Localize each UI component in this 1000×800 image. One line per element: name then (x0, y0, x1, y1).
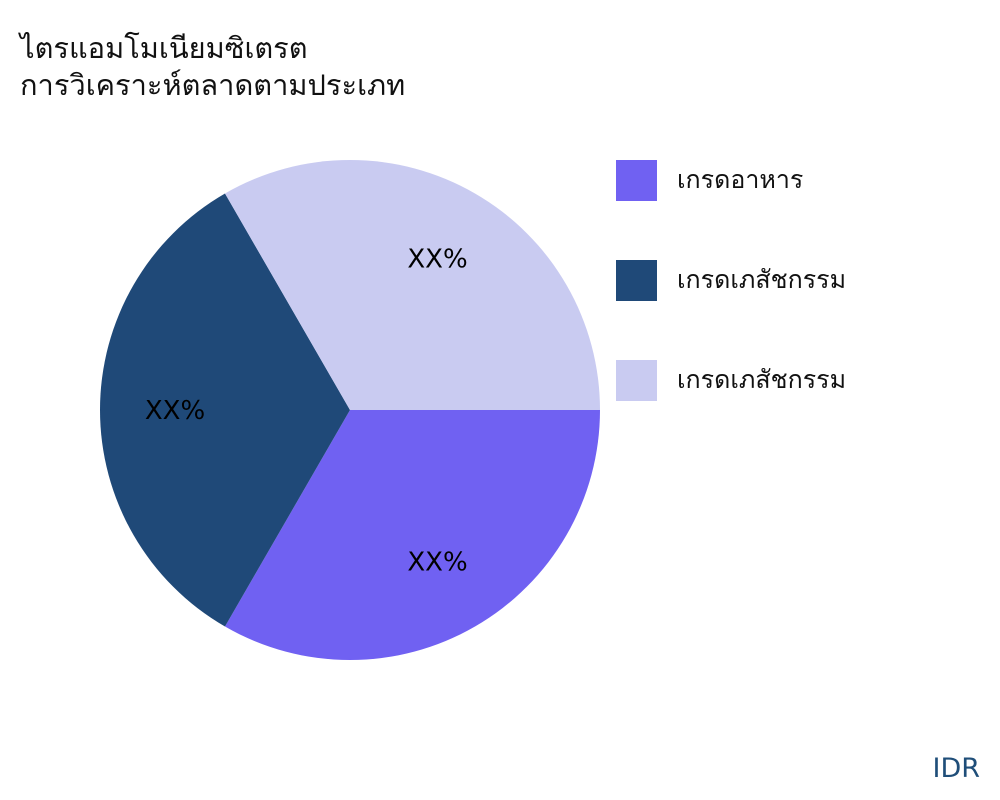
legend-swatch (616, 259, 657, 301)
pie-slice-2 (225, 160, 600, 410)
legend-label: เกรดเภสัชกรรม (677, 365, 847, 394)
legend-item-2: เกรดเภสัชกรรม (616, 359, 847, 401)
slice-label-2: XX% (407, 244, 467, 274)
slice-label-1: XX% (145, 396, 205, 426)
slice-label-0: XX% (407, 548, 467, 578)
legend-item-1: เกรดเภสัชกรรม (616, 259, 847, 301)
legend-swatch (616, 159, 657, 201)
title-line-1: ไตรแอมโมเนียมซิเตรต (20, 31, 308, 65)
legend-label: เกรดเภสัชกรรม (677, 265, 847, 294)
title-line-2: การวิเคราะห์ตลาดตามประเภท (20, 68, 406, 102)
legend-swatch (616, 359, 657, 401)
chart-title: ไตรแอมโมเนียมซิเตรต การวิเคราะห์ตลาดตามป… (20, 30, 405, 104)
brand-logo: IDR (932, 753, 980, 784)
legend-item-0: เกรดอาหาร (616, 159, 846, 201)
pie-slice-0 (225, 410, 600, 660)
legend-label: เกรดอาหาร (677, 165, 804, 194)
legend: เกรดอาหาร เกรดเภสัชกรรม เกรดเภสัชกรรม (616, 159, 847, 460)
